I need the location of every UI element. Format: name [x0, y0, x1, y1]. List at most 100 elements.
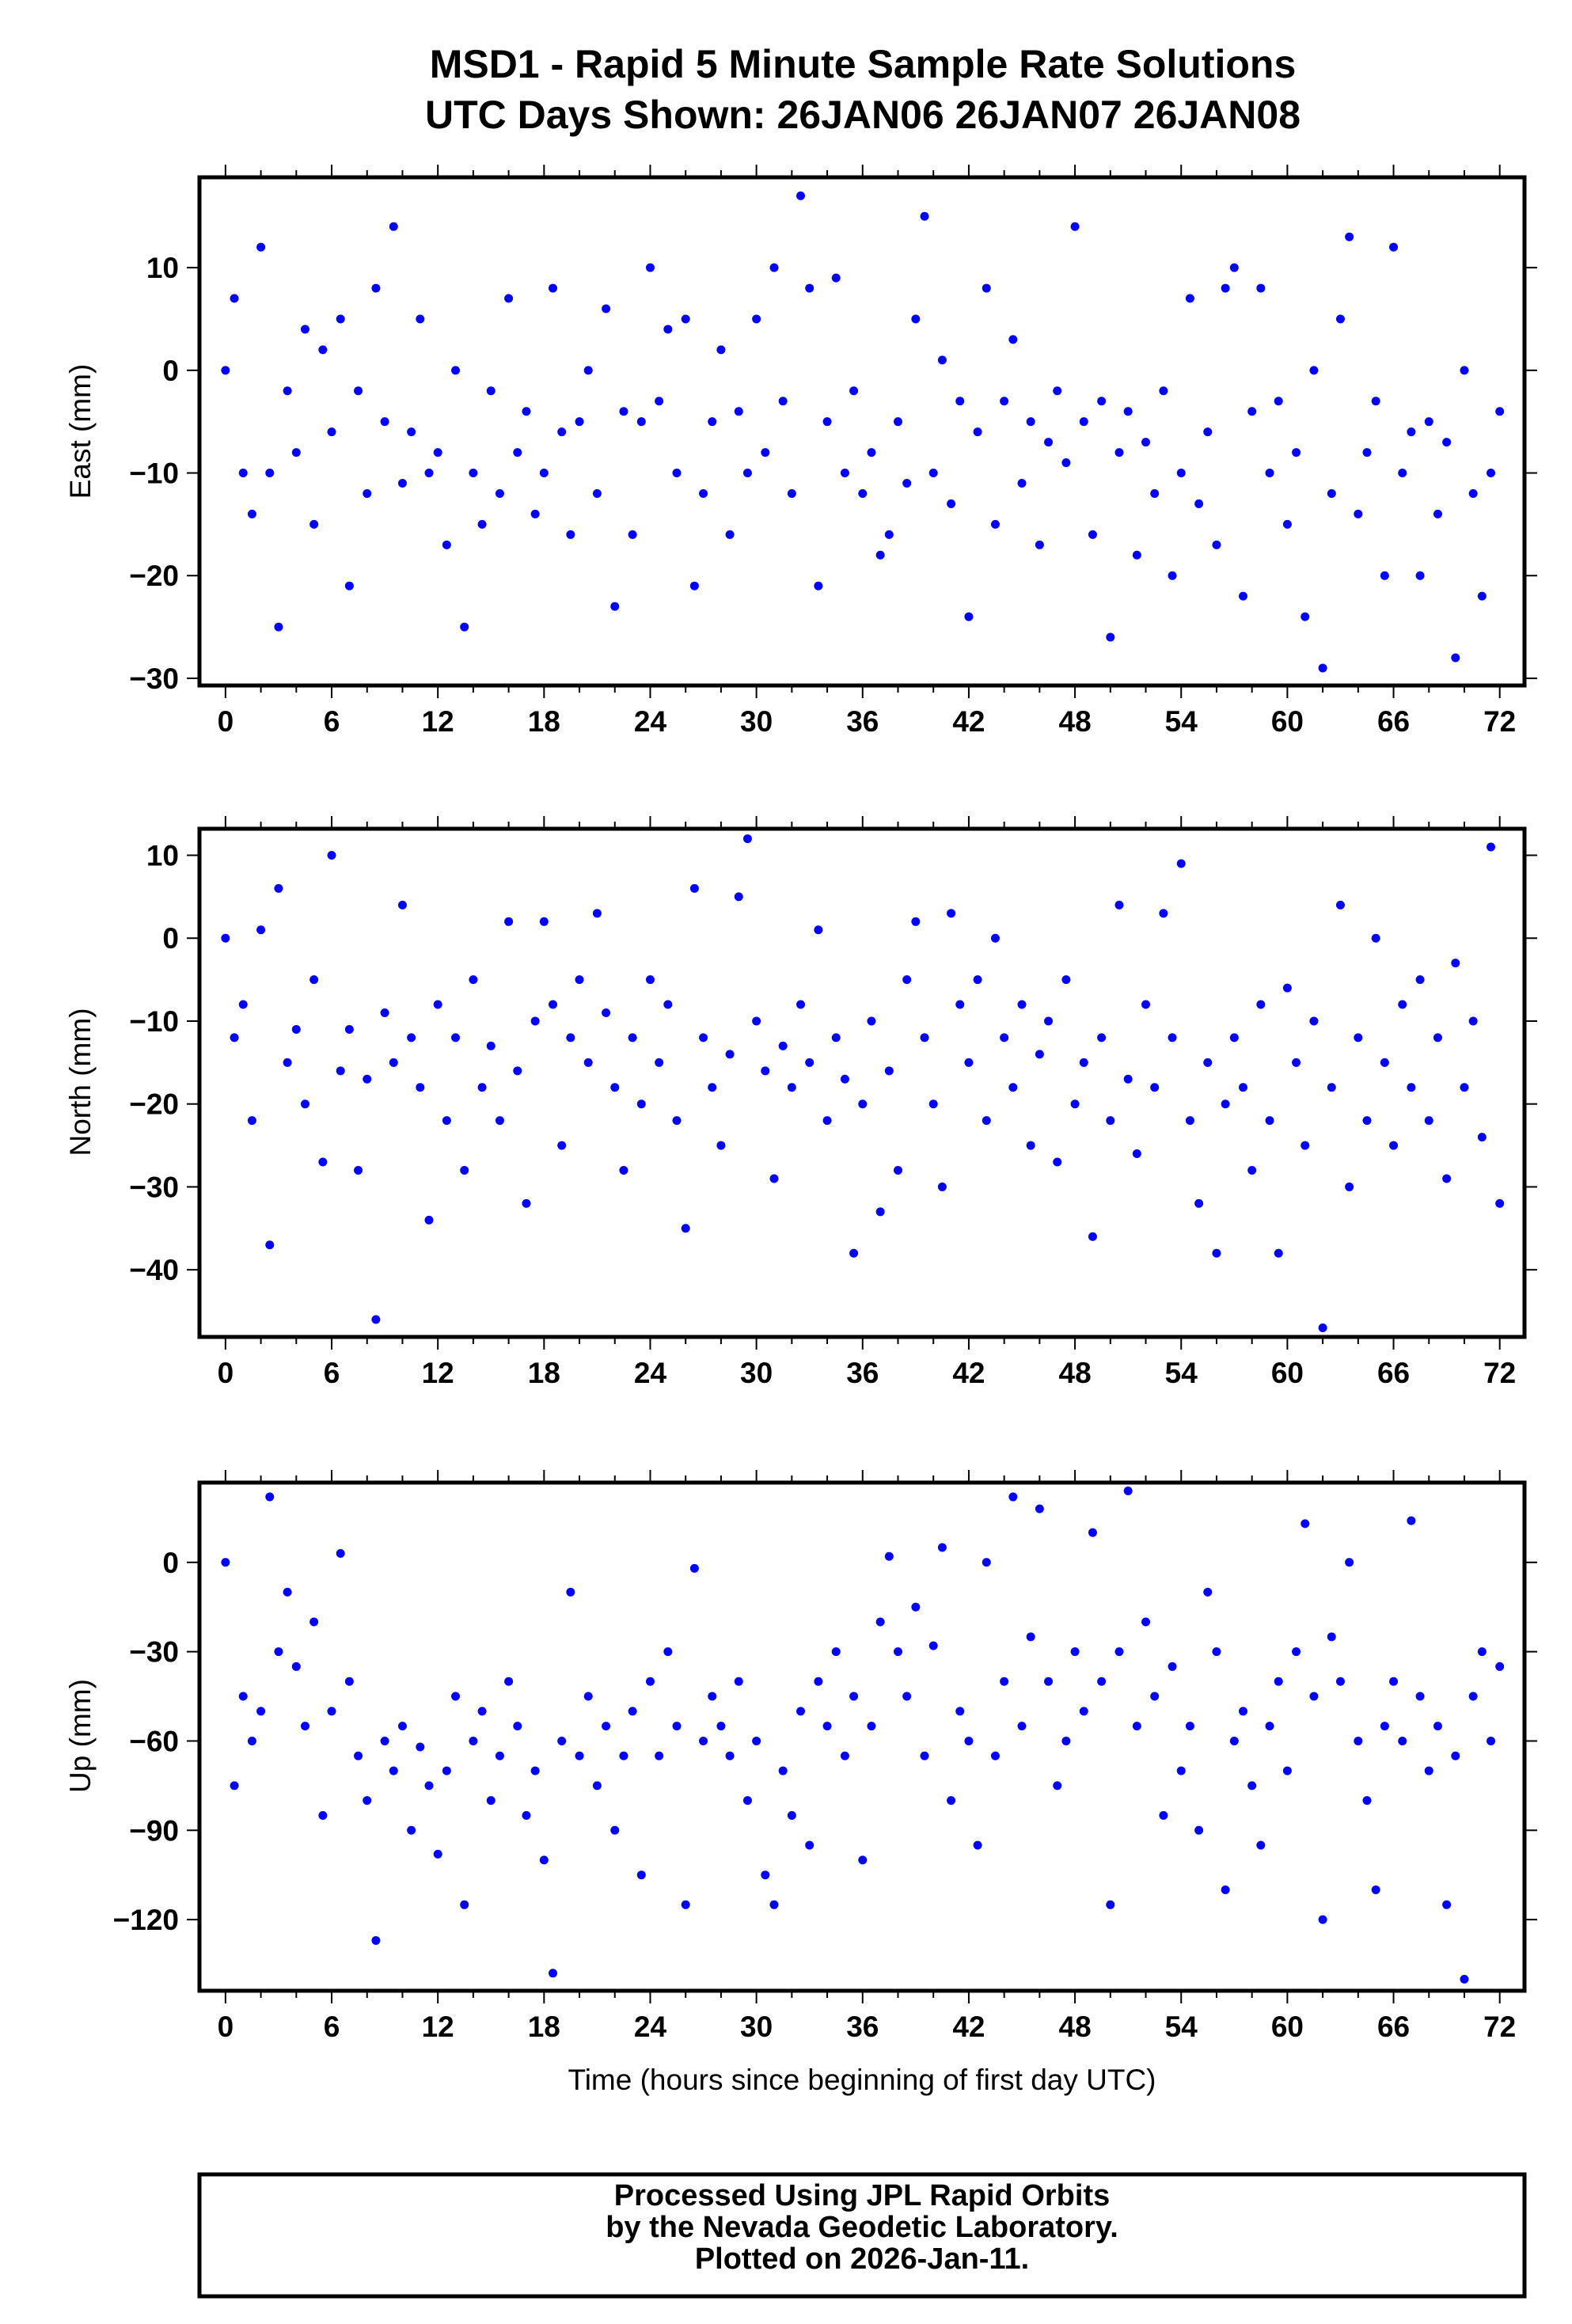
data-point — [1026, 1141, 1035, 1150]
y-tick-label: −40 — [129, 1254, 179, 1286]
x-tick-label: 12 — [422, 705, 454, 738]
data-point — [1371, 933, 1380, 943]
data-point — [708, 1692, 717, 1701]
data-point — [867, 1722, 876, 1731]
data-point — [655, 1058, 664, 1067]
data-point — [628, 1033, 637, 1042]
data-point — [363, 488, 372, 498]
data-point — [619, 1165, 628, 1175]
data-point — [1292, 1058, 1301, 1067]
data-point — [380, 417, 389, 427]
data-point — [566, 1587, 575, 1597]
y-tick-label: −90 — [129, 1814, 179, 1847]
data-point — [849, 386, 859, 396]
data-point — [1495, 1198, 1505, 1208]
data-point — [1282, 983, 1292, 993]
data-point — [831, 1033, 841, 1042]
data-point — [725, 530, 735, 539]
data-point — [592, 488, 602, 498]
data-point — [389, 1058, 398, 1067]
data-point — [1229, 263, 1239, 272]
x-tick-label: 36 — [846, 2011, 879, 2043]
data-point — [911, 314, 921, 324]
data-point — [990, 519, 1000, 529]
data-point — [894, 417, 903, 427]
data-point — [867, 1016, 876, 1026]
data-point — [867, 448, 876, 458]
data-point — [990, 1751, 1000, 1760]
data-point — [1345, 232, 1354, 241]
data-point — [1141, 1617, 1151, 1627]
data-point — [1008, 1492, 1018, 1502]
data-point — [283, 1587, 292, 1597]
data-point — [549, 1000, 558, 1009]
data-point — [1407, 1083, 1416, 1092]
x-tick-label: 24 — [634, 1357, 667, 1389]
data-point — [1318, 1323, 1327, 1332]
data-point — [1203, 427, 1213, 437]
data-point — [486, 1041, 496, 1050]
data-point — [1442, 1900, 1452, 1909]
data-point — [1026, 417, 1035, 427]
data-point — [309, 519, 319, 529]
y-tick-label: −60 — [129, 1725, 179, 1757]
data-point — [1185, 294, 1194, 303]
data-point — [742, 834, 752, 844]
data-point — [681, 314, 690, 324]
data-point — [672, 1116, 682, 1126]
data-point — [973, 975, 982, 985]
data-point — [583, 1058, 593, 1067]
data-point — [557, 1141, 567, 1150]
data-point — [937, 355, 947, 365]
data-point — [752, 314, 761, 324]
data-point — [283, 1058, 292, 1067]
x-tick-label: 48 — [1059, 705, 1092, 738]
data-point — [742, 1796, 752, 1806]
data-point — [814, 925, 823, 935]
data-point — [1185, 1116, 1194, 1126]
y-tick-label: 0 — [162, 355, 179, 387]
data-point — [451, 1692, 461, 1701]
data-point — [1097, 1033, 1107, 1042]
data-point — [442, 1766, 451, 1775]
x-tick-label: 42 — [952, 2011, 985, 2043]
data-point — [1168, 1661, 1177, 1671]
data-point — [1008, 335, 1018, 344]
data-point — [247, 1736, 256, 1745]
data-point — [610, 1083, 620, 1092]
data-point — [1398, 469, 1407, 478]
data-point — [875, 550, 885, 560]
data-point — [920, 1033, 929, 1042]
data-point — [1212, 1647, 1221, 1657]
data-point — [1415, 571, 1425, 580]
x-tick-label: 0 — [218, 705, 234, 738]
x-tick-label: 72 — [1483, 2011, 1516, 2043]
data-point — [1309, 1016, 1319, 1026]
data-point — [1389, 1677, 1399, 1686]
data-point — [238, 1000, 248, 1009]
data-point — [742, 469, 752, 478]
data-point — [796, 1000, 806, 1009]
data-point — [1123, 1074, 1133, 1084]
data-point — [619, 407, 628, 416]
up-y-axis-label: Up (mm) — [64, 1679, 97, 1793]
x-tick-label: 30 — [740, 1357, 773, 1389]
data-point — [549, 283, 558, 293]
data-point — [964, 1736, 974, 1745]
data-point — [610, 602, 620, 611]
data-point — [831, 273, 841, 283]
data-point — [433, 448, 442, 458]
data-point — [1159, 1810, 1168, 1820]
data-point — [1247, 1781, 1257, 1790]
data-point — [796, 1707, 806, 1716]
data-point — [513, 448, 522, 458]
data-point — [566, 1033, 575, 1042]
data-point — [894, 1647, 903, 1657]
data-point — [708, 417, 717, 427]
data-point — [1035, 540, 1044, 549]
data-point — [1274, 1677, 1283, 1686]
data-point — [1203, 1587, 1213, 1597]
data-point — [1442, 438, 1452, 447]
up-panel: Up (mm) 0 6 12 18 24 30 36 42 48 54 60 66 72 0 −30 −60 −… — [64, 1470, 1537, 2043]
data-point — [875, 1207, 885, 1217]
